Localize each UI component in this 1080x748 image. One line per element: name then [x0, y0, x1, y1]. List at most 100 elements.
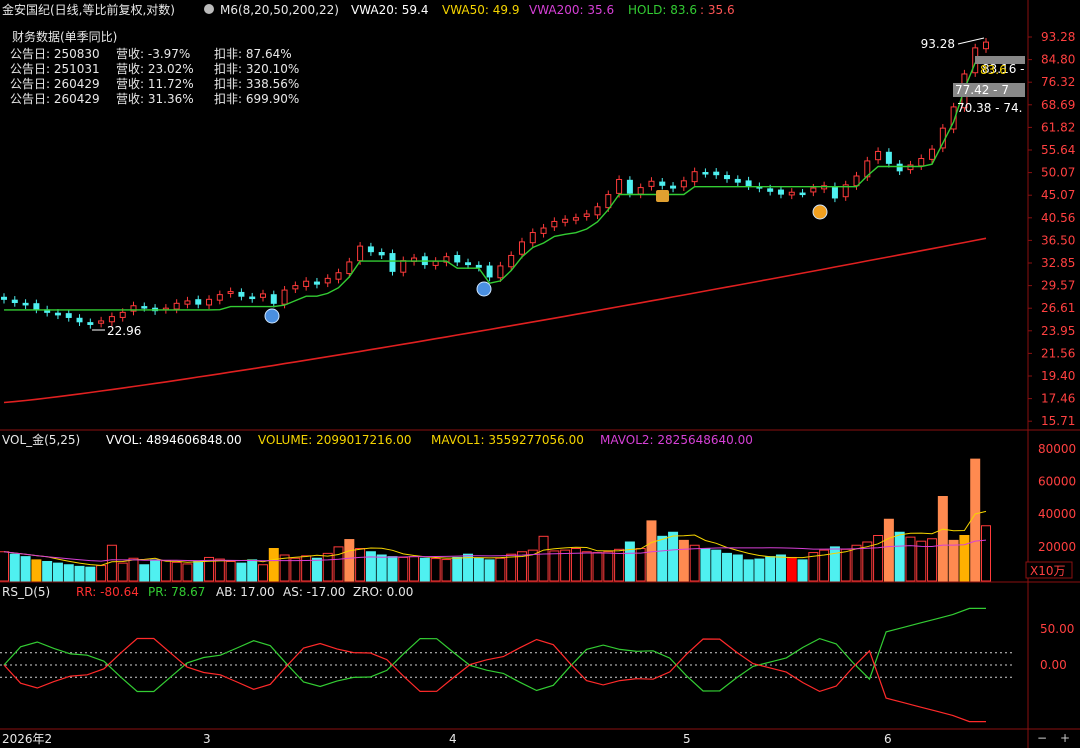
candle-down [659, 181, 666, 186]
volume-bar [948, 539, 959, 582]
price-tick-label: 32.85 [1041, 256, 1075, 270]
vwa200-value: VWA200: 35.6 [529, 3, 614, 17]
high-arrow [957, 37, 985, 45]
candle-down [626, 179, 633, 194]
volume-bar [840, 548, 851, 582]
volume-bar [883, 518, 894, 582]
volume-bar [42, 561, 53, 582]
financial-profit: 扣非: 320.10% [214, 62, 299, 76]
volume-bar [592, 552, 603, 582]
candle-down [702, 172, 709, 175]
volume-bar [430, 558, 441, 582]
volume-bar [765, 556, 776, 582]
candle-down [799, 192, 806, 196]
volume-bar [646, 520, 657, 582]
signal-marker-icon[interactable] [476, 281, 492, 297]
volume-axis-label: 80000 [1038, 442, 1076, 456]
candle-up [346, 261, 353, 275]
volume-bar [829, 546, 840, 582]
volume-bar [257, 564, 268, 582]
candle-up [335, 272, 342, 280]
price-tag-3: 70.38 - 74. [957, 101, 1022, 115]
volume-bar [290, 557, 301, 582]
candle-down [65, 313, 72, 318]
candle-up [216, 294, 223, 301]
financial-revenue: 营收: 11.72% [116, 77, 194, 91]
candle-up [529, 232, 536, 244]
volume-bar [236, 562, 247, 582]
volume-bar [301, 555, 312, 582]
financial-date: 公告日: 260429 [10, 92, 100, 106]
volume-bar [549, 550, 560, 582]
hold-secondary: : 35.6 [700, 3, 735, 17]
candle-down [896, 163, 903, 172]
candle-up [983, 41, 989, 50]
volume-indicator-name: VOL_金(5,25) [2, 432, 80, 447]
candle-up [605, 194, 612, 209]
candle-down [713, 171, 720, 176]
candle-up [929, 148, 936, 160]
volume-bar [268, 548, 279, 582]
candle-up [184, 300, 191, 305]
as-value: AS: -17.00 [283, 585, 345, 599]
volume-bar [689, 544, 700, 582]
rr-line [3, 637, 986, 723]
candle-down [1, 296, 7, 300]
candle-down [11, 299, 18, 304]
price-tick-label: 55.64 [1041, 143, 1075, 157]
volume-bar [506, 553, 517, 582]
volume-bar [538, 535, 549, 582]
signal-marker-icon[interactable] [264, 308, 280, 324]
volume-bar [894, 531, 905, 582]
volume-bar [171, 561, 182, 582]
zoom-out-button[interactable]: − [1037, 731, 1047, 745]
volume-bar [322, 552, 333, 582]
candle-up [594, 206, 601, 216]
volume-bar [959, 535, 970, 582]
volume-bar [85, 566, 96, 582]
candle-up [98, 320, 105, 324]
price-tick-label: 36.50 [1041, 233, 1075, 247]
price-tag-2: 77.42 - 7 [955, 83, 1009, 97]
zro-value: ZRO: 0.00 [353, 585, 413, 599]
candle-up [206, 298, 213, 306]
price-tick-label: 29.57 [1041, 279, 1075, 293]
candle-up [950, 106, 957, 130]
volume-bar [970, 458, 981, 582]
financial-date: 公告日: 260429 [10, 77, 100, 91]
candle-up [648, 180, 655, 187]
settings-icon[interactable] [204, 4, 214, 14]
volume-bar [754, 558, 765, 582]
hold-line [4, 56, 987, 311]
volume-bar [981, 525, 991, 582]
price-tick-label: 84.80 [1041, 53, 1075, 67]
volume-bar [927, 538, 938, 582]
candle-up [788, 191, 795, 196]
note-icon[interactable] [656, 190, 669, 202]
financial-revenue: 营收: 23.02% [116, 62, 194, 76]
price-tick-label: 23.95 [1041, 324, 1075, 338]
volume-bar [495, 557, 506, 582]
rr-value: RR: -80.64 [76, 585, 139, 599]
volume-bar [160, 560, 171, 582]
ab-value: AB: 17.00 [216, 585, 275, 599]
volume-bar [668, 531, 679, 582]
candle-down [670, 185, 677, 189]
candle-down [885, 151, 892, 164]
zoom-in-button[interactable]: + [1060, 731, 1070, 745]
mavol1-line [3, 510, 987, 566]
candle-up [875, 150, 882, 161]
indicator-name: M6(8,20,50,200,22) [220, 3, 339, 17]
volume-bar [743, 559, 754, 582]
candle-up [357, 245, 364, 262]
volume-bar [678, 539, 689, 582]
candle-up [637, 187, 644, 195]
volume-bar [732, 554, 743, 582]
price-tick-label: 26.61 [1041, 301, 1075, 315]
signal-marker-icon[interactable] [812, 204, 828, 220]
candle-down [249, 296, 256, 300]
candle-up [907, 164, 914, 171]
rsd-name: RS_D(5) [2, 585, 50, 599]
candle-down [313, 281, 320, 285]
